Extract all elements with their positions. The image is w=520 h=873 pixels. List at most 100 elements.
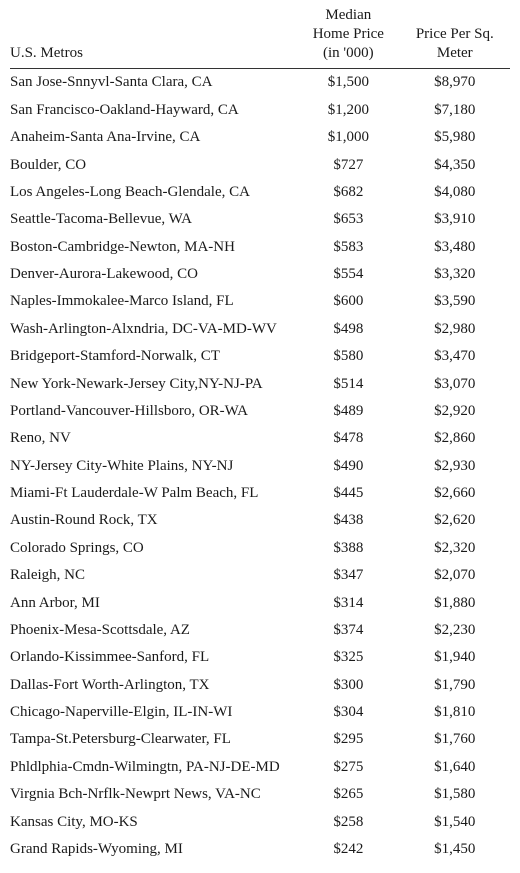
- cell-median-price: $727: [297, 151, 403, 178]
- table-row: Raleigh, NC$347$2,070: [10, 562, 510, 589]
- cell-median-price: $438: [297, 507, 403, 534]
- cell-metro: Phoenix-Mesa-Scottsdale, AZ: [10, 617, 297, 644]
- cell-price-per-sqm: $2,230: [404, 617, 510, 644]
- cell-metro: Bridgeport-Stamford-Norwalk, CT: [10, 343, 297, 370]
- header-median-l3: (in '000): [323, 45, 374, 61]
- table-row: Seattle-Tacoma-Bellevue, WA$653$3,910: [10, 206, 510, 233]
- cell-price-per-sqm: $8,970: [404, 69, 510, 97]
- table-row: Los Angeles-Long Beach-Glendale, CA$682$…: [10, 179, 510, 206]
- table-body: San Jose-Snnyvl-Santa Clara, CA$1,500$8,…: [10, 69, 510, 863]
- table-row: Anaheim-Santa Ana-Irvine, CA$1,000$5,980: [10, 124, 510, 151]
- table-row: Colorado Springs, CO$388$2,320: [10, 535, 510, 562]
- cell-median-price: $374: [297, 617, 403, 644]
- cell-metro: Miami-Ft Lauderdale-W Palm Beach, FL: [10, 480, 297, 507]
- cell-price-per-sqm: $1,450: [404, 836, 510, 863]
- cell-price-per-sqm: $1,580: [404, 781, 510, 808]
- cell-median-price: $653: [297, 206, 403, 233]
- cell-price-per-sqm: $2,980: [404, 316, 510, 343]
- cell-metro: Chicago-Naperville-Elgin, IL-IN-WI: [10, 699, 297, 726]
- cell-metro: Ann Arbor, MI: [10, 589, 297, 616]
- cell-median-price: $600: [297, 288, 403, 315]
- cell-median-price: $304: [297, 699, 403, 726]
- cell-median-price: $314: [297, 589, 403, 616]
- table-row: San Francisco-Oakland-Hayward, CA$1,200$…: [10, 97, 510, 124]
- header-row: U.S. Metros Median Home Price (in '000) …: [10, 4, 510, 69]
- cell-price-per-sqm: $5,980: [404, 124, 510, 151]
- cell-metro: Naples-Immokalee-Marco Island, FL: [10, 288, 297, 315]
- table-row: Dallas-Fort Worth-Arlington, TX$300$1,79…: [10, 672, 510, 699]
- cell-metro: Portland-Vancouver-Hillsboro, OR-WA: [10, 398, 297, 425]
- cell-metro: Denver-Aurora-Lakewood, CO: [10, 261, 297, 288]
- cell-median-price: $300: [297, 672, 403, 699]
- header-price-per-sqm: Price Per Sq. Meter: [404, 4, 510, 69]
- cell-price-per-sqm: $2,920: [404, 398, 510, 425]
- header-metro: U.S. Metros: [10, 4, 297, 69]
- cell-price-per-sqm: $3,480: [404, 234, 510, 261]
- cell-metro: Tampa-St.Petersburg-Clearwater, FL: [10, 726, 297, 753]
- cell-median-price: $275: [297, 754, 403, 781]
- header-median-l1: Median: [325, 7, 371, 23]
- table: U.S. Metros Median Home Price (in '000) …: [10, 4, 510, 863]
- table-row: Bridgeport-Stamford-Norwalk, CT$580$3,47…: [10, 343, 510, 370]
- table-row: Phldlphia-Cmdn-Wilmingtn, PA-NJ-DE-MD$27…: [10, 754, 510, 781]
- cell-price-per-sqm: $1,940: [404, 644, 510, 671]
- cell-metro: Raleigh, NC: [10, 562, 297, 589]
- header-psm-l1: Price Per Sq.: [416, 26, 494, 42]
- cell-median-price: $242: [297, 836, 403, 863]
- table-row: Kansas City, MO-KS$258$1,540: [10, 808, 510, 835]
- cell-price-per-sqm: $2,860: [404, 425, 510, 452]
- cell-median-price: $325: [297, 644, 403, 671]
- table-row: Tampa-St.Petersburg-Clearwater, FL$295$1…: [10, 726, 510, 753]
- table-row: Chicago-Naperville-Elgin, IL-IN-WI$304$1…: [10, 699, 510, 726]
- table-row: Naples-Immokalee-Marco Island, FL$600$3,…: [10, 288, 510, 315]
- cell-metro: Boulder, CO: [10, 151, 297, 178]
- cell-price-per-sqm: $1,790: [404, 672, 510, 699]
- cell-metro: Los Angeles-Long Beach-Glendale, CA: [10, 179, 297, 206]
- table-row: New York-Newark-Jersey City,NY-NJ-PA$514…: [10, 370, 510, 397]
- cell-median-price: $295: [297, 726, 403, 753]
- cell-median-price: $583: [297, 234, 403, 261]
- cell-median-price: $580: [297, 343, 403, 370]
- cell-metro: Boston-Cambridge-Newton, MA-NH: [10, 234, 297, 261]
- table-row: Ann Arbor, MI$314$1,880: [10, 589, 510, 616]
- table-row: Miami-Ft Lauderdale-W Palm Beach, FL$445…: [10, 480, 510, 507]
- cell-metro: Dallas-Fort Worth-Arlington, TX: [10, 672, 297, 699]
- cell-price-per-sqm: $1,760: [404, 726, 510, 753]
- cell-price-per-sqm: $3,590: [404, 288, 510, 315]
- cell-metro: Phldlphia-Cmdn-Wilmingtn, PA-NJ-DE-MD: [10, 754, 297, 781]
- cell-price-per-sqm: $7,180: [404, 97, 510, 124]
- header-metro-label: U.S. Metros: [10, 45, 83, 61]
- cell-metro: Wash-Arlington-Alxndria, DC-VA-MD-WV: [10, 316, 297, 343]
- cell-price-per-sqm: $3,320: [404, 261, 510, 288]
- header-median-l2: Home Price: [313, 26, 384, 42]
- cell-median-price: $445: [297, 480, 403, 507]
- cell-metro: Anaheim-Santa Ana-Irvine, CA: [10, 124, 297, 151]
- cell-median-price: $514: [297, 370, 403, 397]
- cell-price-per-sqm: $4,080: [404, 179, 510, 206]
- cell-price-per-sqm: $4,350: [404, 151, 510, 178]
- cell-median-price: $265: [297, 781, 403, 808]
- table-row: Orlando-Kissimmee-Sanford, FL$325$1,940: [10, 644, 510, 671]
- cell-median-price: $1,200: [297, 97, 403, 124]
- cell-median-price: $347: [297, 562, 403, 589]
- cell-metro: Virgnia Bch-Nrflk-Newprt News, VA-NC: [10, 781, 297, 808]
- cell-median-price: $478: [297, 425, 403, 452]
- table-row: Wash-Arlington-Alxndria, DC-VA-MD-WV$498…: [10, 316, 510, 343]
- cell-median-price: $498: [297, 316, 403, 343]
- cell-price-per-sqm: $3,470: [404, 343, 510, 370]
- table-row: Virgnia Bch-Nrflk-Newprt News, VA-NC$265…: [10, 781, 510, 808]
- cell-price-per-sqm: $1,880: [404, 589, 510, 616]
- cell-metro: Colorado Springs, CO: [10, 535, 297, 562]
- header-psm-l2: Meter: [437, 45, 473, 61]
- cell-metro: NY-Jersey City-White Plains, NY-NJ: [10, 453, 297, 480]
- cell-metro: Kansas City, MO-KS: [10, 808, 297, 835]
- table-row: Boston-Cambridge-Newton, MA-NH$583$3,480: [10, 234, 510, 261]
- cell-metro: San Francisco-Oakland-Hayward, CA: [10, 97, 297, 124]
- table-row: NY-Jersey City-White Plains, NY-NJ$490$2…: [10, 453, 510, 480]
- cell-price-per-sqm: $2,320: [404, 535, 510, 562]
- table-row: Phoenix-Mesa-Scottsdale, AZ$374$2,230: [10, 617, 510, 644]
- cell-price-per-sqm: $1,540: [404, 808, 510, 835]
- cell-median-price: $1,500: [297, 69, 403, 97]
- cell-median-price: $1,000: [297, 124, 403, 151]
- cell-price-per-sqm: $1,640: [404, 754, 510, 781]
